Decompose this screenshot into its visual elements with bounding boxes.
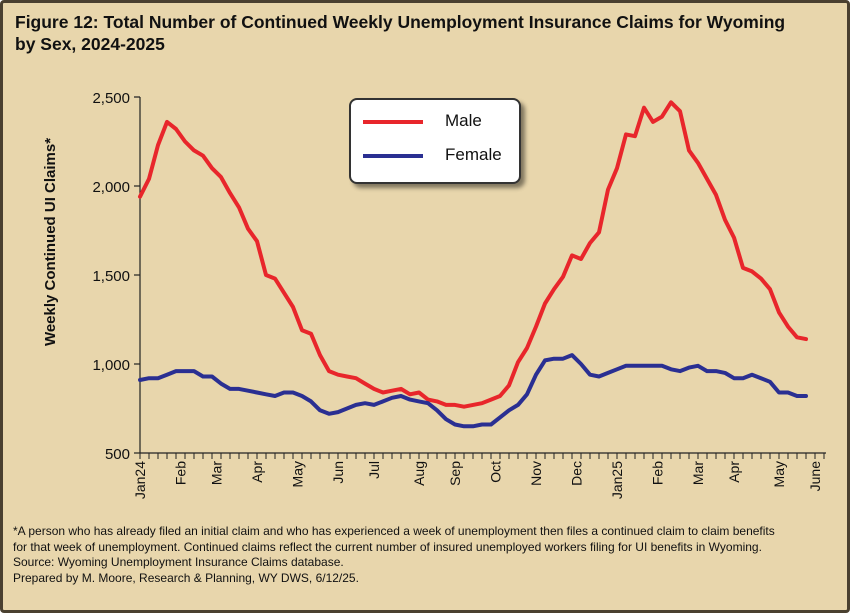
x-tick-label: Sep — [447, 461, 463, 486]
legend-label-male: Male — [445, 111, 482, 130]
legend-swatch-female — [363, 154, 423, 158]
x-tick-label: Feb — [650, 461, 666, 485]
footnote-line-2: for that week of unemployment. Continued… — [13, 539, 762, 554]
source-note: Source: Wyoming Unemployment Insurance C… — [13, 555, 344, 569]
x-tick-label: Oct — [488, 461, 504, 483]
y-tick-label: 500 — [105, 446, 130, 463]
x-tick-label: Aug — [411, 461, 427, 486]
axes: 500 1,000 1,500 2,000 2,500 Jan24 Feb Mar Apr May… — [92, 90, 826, 499]
legend-swatch-male — [363, 120, 423, 124]
chart-title-line-2: by Sex, 2024-2025 — [15, 34, 165, 54]
chart-title-line-1: Figure 12: Total Number of Continued Wee… — [15, 12, 786, 32]
x-tick-label: Jan24 — [132, 461, 148, 499]
series-line-male — [138, 100, 808, 409]
x-tick-label: Jan25 — [609, 461, 625, 499]
legend: Male Female — [349, 98, 521, 184]
x-tick-label: May — [771, 461, 787, 487]
legend-item-female: Female — [363, 143, 513, 167]
series-line-female — [138, 353, 808, 429]
chart-title: Figure 12: Total Number of Continued Wee… — [15, 11, 835, 55]
prepared-by-note: Prepared by M. Moore, Research & Plannin… — [13, 570, 359, 585]
x-tick-label: June — [807, 461, 823, 492]
legend-label-female: Female — [445, 145, 502, 164]
line-chart: 500 1,000 1,500 2,000 2,500 Jan24 Feb Mar Apr May… — [42, 90, 826, 499]
series-layer — [138, 100, 808, 429]
x-tick-label: Jul — [366, 461, 382, 479]
y-tick-label: 2,500 — [92, 90, 130, 107]
footnotes: *A person who has already filed an initi… — [13, 524, 843, 586]
y-tick-label: 1,500 — [92, 268, 130, 285]
x-tick-label: May — [290, 461, 306, 487]
x-tick-label: Mar — [209, 461, 225, 485]
x-tick-label: Apr — [249, 461, 265, 483]
y-tick-label: 2,000 — [92, 179, 130, 196]
y-axis-label: Weekly Continued UI Claims* — [42, 138, 59, 346]
x-tick-label: Feb — [173, 461, 189, 485]
x-tick-label: Mar — [690, 461, 706, 485]
x-tick-label: Nov — [528, 461, 544, 486]
x-tick-label: Jun — [330, 461, 346, 484]
y-tick-label: 1,000 — [92, 357, 130, 374]
footnote-line-1: *A person who has already filed an initi… — [13, 524, 775, 538]
x-tick-label: Dec — [569, 461, 585, 486]
legend-item-male: Male — [363, 109, 513, 133]
x-tick-label: Apr — [726, 461, 742, 483]
